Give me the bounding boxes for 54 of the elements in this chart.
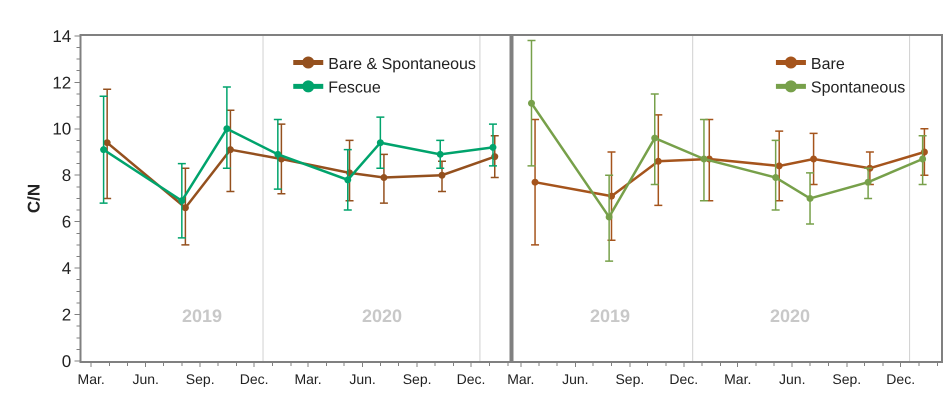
point — [772, 174, 780, 182]
point — [376, 139, 384, 146]
x-tick-label: Dec. — [240, 370, 269, 387]
point — [528, 100, 535, 107]
x-tick-label: Mar. — [724, 370, 752, 387]
x-tick-label: Sep. — [832, 370, 862, 387]
point — [380, 174, 388, 182]
x-tick-label: Jun. — [779, 370, 806, 387]
point — [864, 178, 872, 186]
point — [489, 144, 496, 151]
point — [532, 178, 539, 186]
point — [100, 146, 108, 154]
y-tick-label: 8 — [62, 166, 72, 186]
x-tick-label: Dec. — [456, 370, 486, 387]
legend-label: Fescue — [328, 80, 381, 97]
point — [223, 125, 230, 132]
point — [274, 150, 282, 158]
y-tick-label: 12 — [52, 73, 72, 92]
point — [654, 158, 662, 165]
point — [919, 155, 926, 162]
y-tick-label: 0 — [62, 352, 72, 371]
point — [806, 194, 814, 202]
x-tick-label: Dec. — [886, 370, 916, 387]
x-tick-label: Mar. — [294, 370, 322, 387]
x-tick-label: Jun. — [562, 370, 589, 387]
x-tick-label: Sep. — [615, 370, 644, 387]
x-tick-label: Dec. — [669, 370, 698, 387]
x-tick-label: Mar. — [507, 370, 534, 387]
x-tick-label: Jun. — [132, 370, 159, 387]
legend-label: Spontaneous — [810, 80, 906, 97]
point — [651, 134, 658, 142]
x-tick-label: Sep. — [186, 370, 215, 387]
point — [104, 139, 111, 146]
point — [438, 172, 446, 179]
x-tick-label: Jun. — [349, 370, 376, 387]
point — [606, 214, 613, 221]
point — [436, 150, 444, 158]
point — [226, 146, 234, 154]
x-tick-label: Sep. — [402, 370, 432, 387]
x-tick-label: Mar. — [78, 370, 105, 387]
point — [178, 197, 186, 204]
point — [776, 162, 783, 170]
y-tick-label: 6 — [62, 212, 72, 232]
point — [700, 155, 708, 162]
point — [182, 204, 189, 212]
y-tick-label: 4 — [62, 259, 72, 278]
legend-label: Bare & Spontaneous — [328, 56, 476, 73]
point — [810, 155, 818, 162]
y-axis-title: C/N — [24, 184, 44, 214]
legend-label: Bare — [810, 56, 845, 73]
y-tick-label: 14 — [52, 26, 72, 46]
y-tick-label: 10 — [52, 120, 72, 139]
point — [344, 176, 352, 184]
y-tick-label: 2 — [62, 305, 72, 324]
